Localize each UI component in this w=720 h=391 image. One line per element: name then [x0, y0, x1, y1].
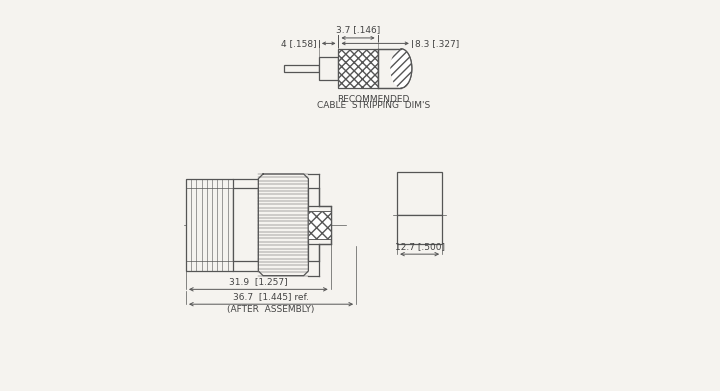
Bar — [258, 174, 308, 276]
Text: RECOMMENDED: RECOMMENDED — [338, 95, 410, 104]
Bar — [233, 188, 258, 261]
Text: 3.7 [.146]: 3.7 [.146] — [336, 25, 380, 34]
Bar — [338, 49, 377, 88]
Bar — [186, 179, 233, 271]
Bar — [308, 211, 330, 239]
Polygon shape — [401, 49, 412, 88]
Bar — [397, 172, 442, 215]
Text: 8.3 [.327]: 8.3 [.327] — [415, 39, 459, 48]
Text: 4 [.158]: 4 [.158] — [282, 39, 317, 48]
Text: 12.7 [.500]: 12.7 [.500] — [395, 242, 445, 251]
Bar — [284, 65, 319, 72]
Bar — [397, 215, 442, 244]
Text: 36.7  [1.445] ref.: 36.7 [1.445] ref. — [233, 292, 309, 301]
Text: 31.9  [1.257]: 31.9 [1.257] — [229, 278, 288, 287]
Text: CABLE  STRIPPING  DIM'S: CABLE STRIPPING DIM'S — [317, 101, 431, 110]
Bar — [308, 188, 319, 261]
Bar — [377, 49, 401, 88]
Bar — [319, 57, 338, 80]
Text: (AFTER  ASSEMBLY): (AFTER ASSEMBLY) — [228, 305, 315, 314]
Bar — [308, 206, 330, 244]
Ellipse shape — [390, 49, 412, 88]
